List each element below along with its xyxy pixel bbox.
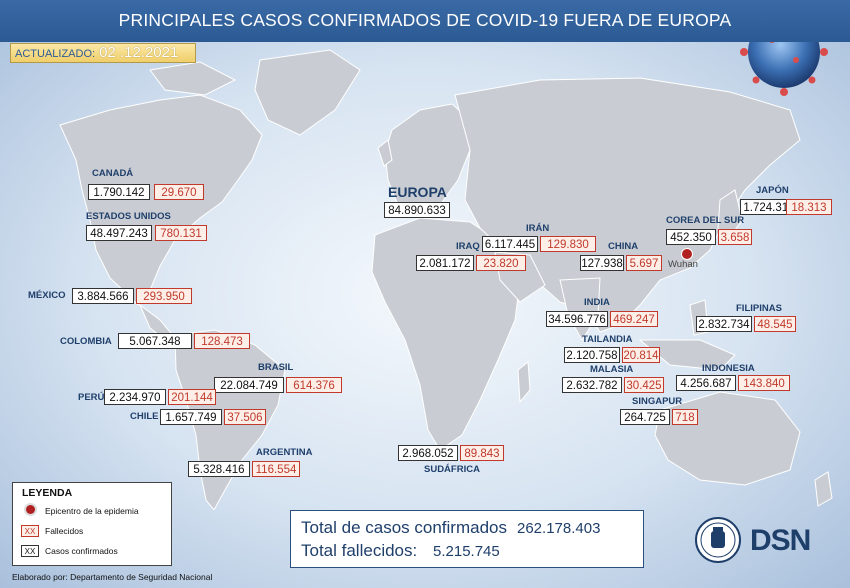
coat-of-arms-icon	[695, 517, 741, 563]
cases-iran: 6.117.445	[482, 236, 538, 252]
cases-sudafrica: 2.968.052	[398, 445, 458, 461]
total-cases-label: Total de casos confirmados	[301, 518, 507, 537]
country-label-peru: PERÚ	[78, 392, 105, 403]
epicenter-label-wuhan: Wuhan	[668, 259, 698, 270]
deaths-canada: 29.670	[154, 184, 204, 200]
epicenter-marker-icon	[681, 248, 693, 260]
legend-cases-swatch: XX	[21, 545, 39, 557]
cases-colombia: 5.067.348	[118, 333, 192, 349]
country-label-indonesia: INDONESIA	[702, 363, 755, 374]
deaths-indonesia: 143.840	[738, 375, 790, 391]
cases-india: 34.596.776	[546, 311, 608, 327]
deaths-brasil: 614.376	[286, 377, 342, 393]
legend-epicenter-label: Epicentro de la epidemia	[45, 506, 139, 516]
country-label-mexico: MÉXICO	[28, 290, 66, 301]
epicenter-dot-icon	[21, 505, 39, 517]
cases-malasia: 2.632.782	[562, 377, 622, 393]
deaths-corea: 3.658	[718, 229, 752, 245]
credit-line: Elaborado por: Departamento de Seguridad…	[12, 572, 213, 582]
country-label-chile: CHILE	[130, 411, 159, 422]
country-label-sudafrica: SUDÁFRICA	[424, 464, 480, 475]
europe-shape	[384, 103, 471, 216]
legend-title: LEYENDA	[22, 487, 73, 499]
total-deaths-label: Total fallecidos:	[301, 541, 418, 560]
country-label-japon: JAPÓN	[756, 185, 789, 196]
world-map	[59, 49, 833, 510]
legend-deaths-swatch: XX	[21, 525, 39, 537]
legend-deaths-label: Fallecidos	[45, 526, 84, 536]
country-label-iran: IRÁN	[526, 223, 550, 234]
deaths-peru: 201.144	[168, 389, 216, 405]
cases-mexico: 3.884.566	[72, 288, 134, 304]
country-label-china: CHINA	[608, 241, 639, 252]
country-label-malasia: MALASIA	[590, 364, 634, 375]
country-label-brasil: BRASIL	[258, 362, 294, 373]
europe-label: EUROPA	[388, 184, 447, 200]
deaths-singapur: 718	[672, 409, 698, 425]
totals-panel: Total de casos confirmados 262.178.403 T…	[290, 510, 644, 568]
cases-peru: 2.234.970	[104, 389, 166, 405]
deaths-colombia: 128.473	[194, 333, 250, 349]
greenland-shape	[254, 49, 361, 136]
cases-singapur: 264.725	[620, 409, 670, 425]
cases-brasil: 22.084.749	[214, 377, 284, 393]
page-title: PRINCIPALES CASOS CONFIRMADOS DE COVID-1…	[118, 10, 732, 30]
country-label-argentina: ARGENTINA	[256, 447, 313, 458]
deaths-usa: 780.131	[155, 225, 207, 241]
dsn-logo: DSN	[694, 515, 844, 565]
deaths-india: 469.247	[610, 311, 658, 327]
legend: LEYENDA Epicentro de la epidemia XX Fall…	[12, 482, 172, 566]
country-label-colombia: COLOMBIA	[60, 336, 112, 347]
deaths-iraq: 23.820	[476, 255, 526, 271]
country-label-iraq: IRAQ	[456, 241, 480, 252]
deaths-iran: 129.830	[540, 236, 596, 252]
cases-canada: 1.790.142	[88, 184, 150, 200]
cases-iraq: 2.081.172	[416, 255, 474, 271]
updated-badge: ACTUALIZADO: 02 .12.2021	[10, 43, 196, 63]
updated-label: ACTUALIZADO:	[15, 48, 96, 60]
cases-filipinas: 2.832.734	[696, 316, 752, 332]
deaths-filipinas: 48.545	[754, 316, 796, 332]
country-label-corea: COREA DEL SUR	[666, 215, 745, 226]
country-label-usa: ESTADOS UNIDOS	[86, 211, 171, 222]
country-label-filipinas: FILIPINAS	[736, 303, 782, 314]
deaths-japon: 18.313	[786, 199, 832, 215]
cases-usa: 48.497.243	[86, 225, 152, 241]
deaths-argentina: 116.554	[252, 461, 300, 477]
deaths-malasia: 30.425	[624, 377, 664, 393]
deaths-sudafrica: 89.843	[460, 445, 504, 461]
europe-cases: 84.890.633	[384, 202, 450, 218]
deaths-tailandia: 20.814	[622, 347, 660, 363]
updated-date: 02 .12.2021	[99, 44, 179, 61]
cases-corea: 452.350	[666, 229, 716, 245]
legend-cases-label: Casos confirmados	[45, 546, 118, 556]
cases-china: 127.938	[580, 255, 624, 271]
deaths-chile: 37.506	[224, 409, 266, 425]
country-label-singapur: SINGAPUR	[632, 396, 683, 407]
country-label-tailandia: TAILANDIA	[582, 334, 633, 345]
title-banner	[0, 0, 850, 42]
country-label-canada: CANADÁ	[92, 168, 134, 179]
total-cases-value: 262.178.403	[517, 520, 601, 537]
cases-chile: 1.657.749	[160, 409, 222, 425]
deaths-mexico: 293.950	[136, 288, 192, 304]
cases-indonesia: 4.256.687	[676, 375, 736, 391]
deaths-china: 5.697	[626, 255, 662, 271]
country-label-india: INDIA	[584, 297, 610, 308]
total-deaths-value: 5.215.745	[433, 543, 500, 560]
cases-tailandia: 2.120.758	[564, 347, 620, 363]
dsn-logo-text: DSN	[750, 524, 811, 557]
cases-argentina: 5.328.416	[188, 461, 250, 477]
